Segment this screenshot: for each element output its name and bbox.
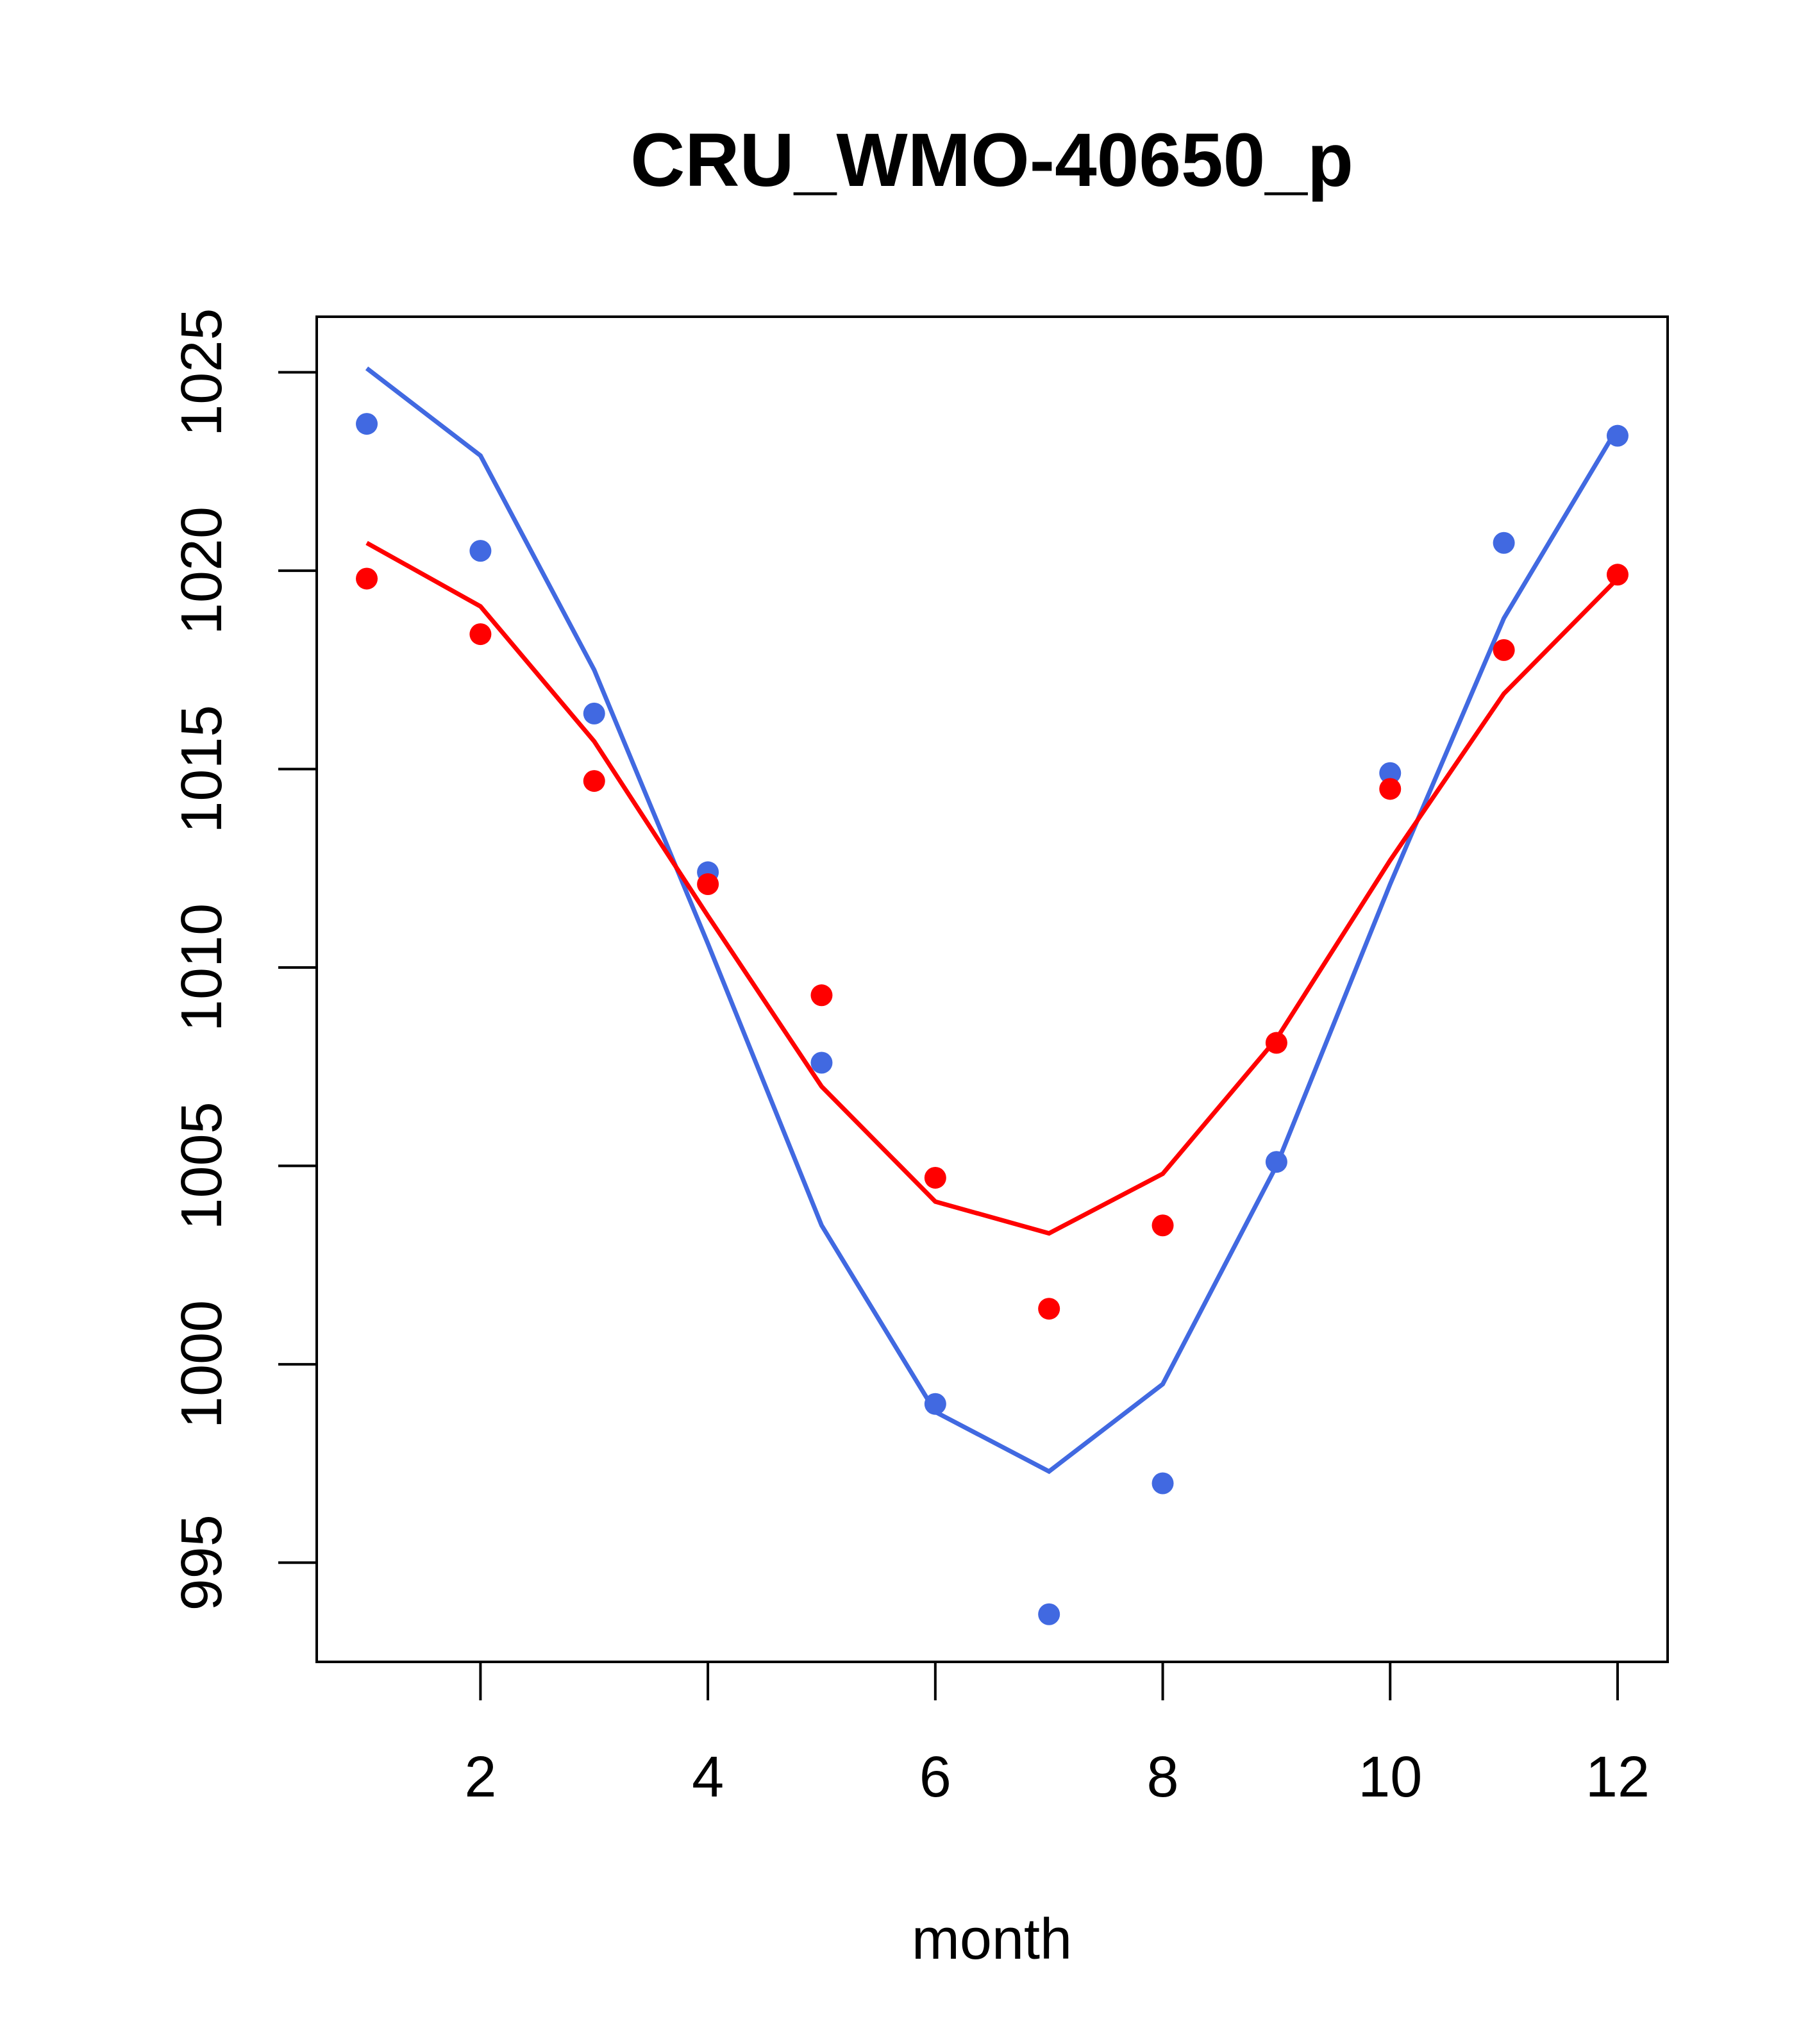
x-tick-label: 4 <box>692 1745 724 1809</box>
x-tick-label: 10 <box>1358 1745 1422 1809</box>
y-tick-label: 1000 <box>170 1300 234 1428</box>
red-point <box>469 623 492 646</box>
blue-point <box>469 540 492 562</box>
blue-point <box>1493 532 1515 554</box>
red-point <box>1265 1032 1287 1054</box>
y-tick-label: 1005 <box>170 1102 234 1230</box>
y-tick-label: 995 <box>170 1514 234 1611</box>
blue-point <box>583 702 605 725</box>
plot-frame <box>315 315 1669 1663</box>
x-axis-label: month <box>912 1907 1072 1972</box>
red-point <box>583 770 605 792</box>
y-tick-label: 1020 <box>170 507 234 635</box>
series-layer <box>356 366 1629 1625</box>
red-point <box>1379 778 1402 800</box>
y-tick-label: 1015 <box>170 705 234 833</box>
blue-points <box>356 413 1629 1625</box>
y-tick-label: 1010 <box>170 903 234 1032</box>
blue-point <box>924 1393 946 1415</box>
x-axis: 2 4 6 8 10 12 <box>464 1661 1650 1809</box>
y-tick-label: 1025 <box>170 308 234 437</box>
blue-point <box>1151 1472 1174 1495</box>
red-point <box>697 873 719 895</box>
red-line-path <box>365 540 1620 1236</box>
red-point <box>810 984 833 1007</box>
blue-line-path <box>365 366 1620 1475</box>
chart-title: CRU_WMO-40650_p <box>630 118 1353 203</box>
y-axis: 995 1000 1005 1010 1015 1020 1025 <box>170 308 318 1611</box>
x-tick-label: 2 <box>464 1745 496 1809</box>
red-point <box>1606 564 1629 586</box>
blue-point <box>1606 424 1629 447</box>
blue-point <box>1379 762 1402 784</box>
red-point <box>924 1166 946 1189</box>
red-points <box>356 564 1629 1320</box>
blue-point <box>810 1051 833 1074</box>
blue-point <box>356 413 378 435</box>
x-tick-label: 6 <box>919 1745 951 1809</box>
red-point <box>1493 639 1515 661</box>
red-line <box>365 540 1620 1236</box>
red-point <box>356 567 378 590</box>
red-point <box>1151 1214 1174 1237</box>
red-point <box>1038 1298 1060 1320</box>
x-tick-label: 8 <box>1147 1745 1179 1809</box>
blue-point <box>1038 1603 1060 1625</box>
blue-line <box>365 366 1620 1475</box>
blue-point <box>1265 1151 1287 1173</box>
x-tick-label: 12 <box>1586 1745 1650 1809</box>
